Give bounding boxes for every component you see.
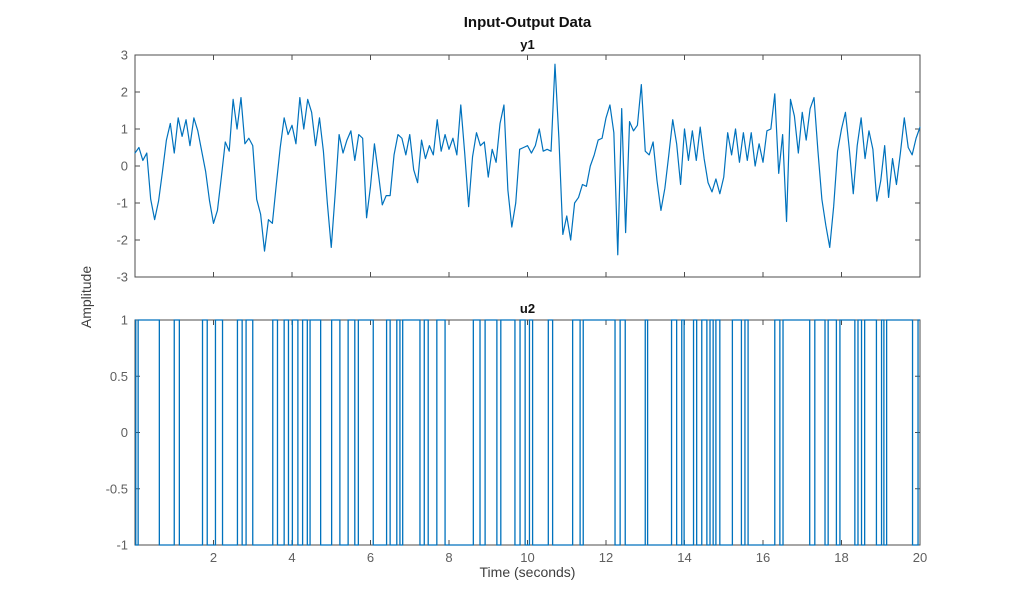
y1-subplot-title: y1	[520, 37, 535, 52]
y1-series-line	[134, 63, 921, 256]
u2-subplot-title: u2	[519, 301, 536, 316]
u2-y-tick-label: -1	[116, 538, 128, 553]
u2-x-tick-label: 14	[677, 550, 691, 565]
u2-series-line	[135, 319, 920, 546]
u2-x-tick-label: 18	[834, 550, 848, 565]
u2-x-tick-label: 20	[913, 550, 927, 565]
u2-y-tick-label: 0.5	[110, 369, 128, 384]
y1-y-tick-label: -3	[116, 270, 128, 285]
u2-x-tick-label: 6	[367, 550, 374, 565]
u2-x-tick-label: 8	[445, 550, 452, 565]
y1-y-tick-label: 2	[121, 85, 128, 100]
u2-y-tick-label: -0.5	[106, 481, 128, 496]
u2-x-tick-label: 16	[756, 550, 770, 565]
y1-y-tick-label: 1	[121, 122, 128, 137]
u2-x-tick-label: 4	[288, 550, 295, 565]
x-axis-label: Time (seconds)	[479, 564, 576, 580]
u2-y-tick-label: 0	[121, 425, 128, 440]
u2-x-tick-label: 12	[599, 550, 613, 565]
figure-title: Input-Output Data	[463, 14, 592, 31]
y1-y-tick-label: 3	[121, 48, 128, 63]
y1-y-tick-label: -1	[116, 196, 128, 211]
y1-y-tick-label: 0	[121, 159, 128, 174]
u2-x-tick-label: 2	[210, 550, 217, 565]
u2-y-tick-label: 1	[121, 313, 128, 328]
u2-x-tick-label: 10	[520, 550, 534, 565]
y1-y-tick-label: -2	[116, 233, 128, 248]
